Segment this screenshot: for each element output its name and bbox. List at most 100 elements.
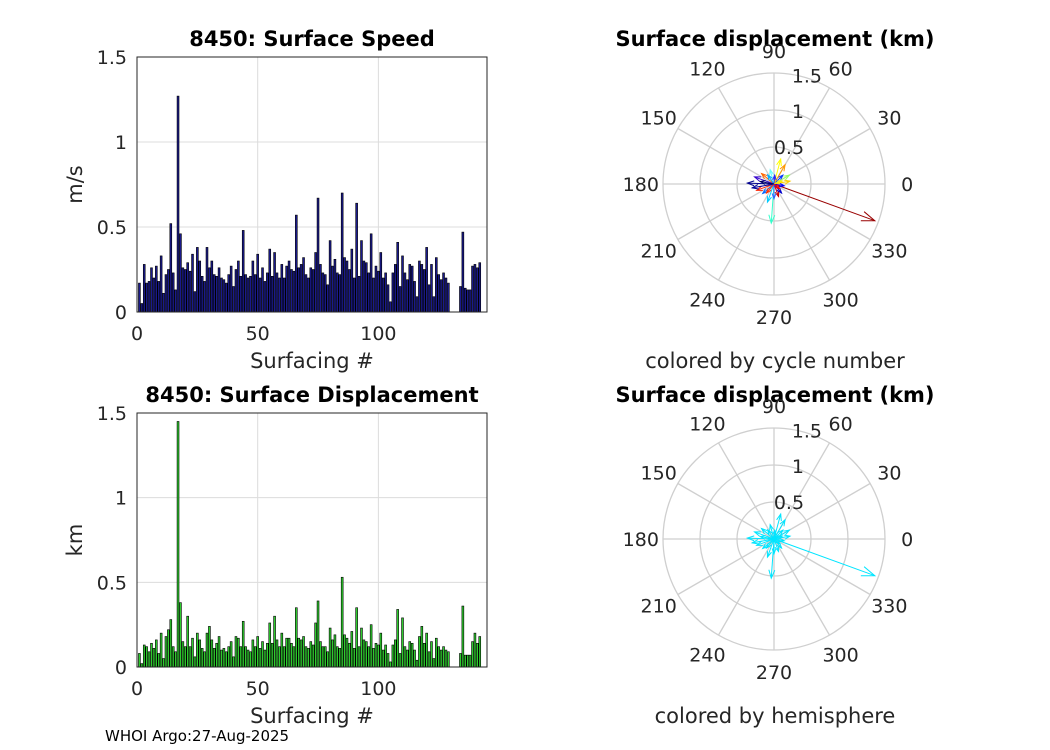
speed-x-tick-label: 50: [246, 323, 270, 345]
displacement-bar: [403, 646, 407, 668]
displacement-bars: [138, 421, 482, 668]
speed-bar: [394, 264, 397, 313]
polar-cycle-angle-label: 300: [822, 289, 858, 311]
speed-bar: [220, 277, 223, 313]
displacement-x-axis-label: Surfacing #: [250, 704, 374, 728]
speed-bar: [348, 269, 351, 313]
displacement-bar: [439, 649, 443, 668]
displacement-bar: [212, 648, 216, 668]
speed-bar: [256, 253, 259, 313]
polar-cycle-spoke: [773, 183, 871, 241]
speed-bar: [379, 252, 383, 313]
displacement-bar: [372, 648, 375, 668]
displacement-bar: [302, 636, 305, 668]
speed-bar: [241, 230, 245, 313]
speed-bar: [418, 260, 421, 313]
polar-hemisphere-vector: [765, 538, 775, 550]
speed-bar: [316, 197, 320, 313]
speed-bar: [159, 255, 163, 313]
speed-plot-frame: [136, 56, 488, 313]
polar-cycle-vector: [772, 173, 777, 185]
displacement-bar: [142, 644, 146, 668]
displacement-bar: [379, 632, 383, 668]
speed-bar: [355, 202, 358, 313]
displacement-bar: [169, 619, 173, 668]
displacement-bar: [333, 634, 337, 668]
speed-bar: [331, 265, 334, 313]
polar-cycle-vector: [773, 183, 781, 190]
speed-bar: [275, 272, 279, 313]
speed-bar: [360, 240, 363, 313]
displacement-bar: [406, 649, 409, 668]
speed-bar: [176, 95, 180, 313]
speed-bar: [362, 260, 366, 313]
speed-bar: [389, 301, 392, 313]
speed-chart-title: 8450: Surface Speed: [189, 27, 435, 51]
speed-bar: [299, 264, 303, 313]
speed-bar: [350, 248, 354, 313]
speed-y-tick-label: 1.5: [97, 47, 127, 69]
displacement-bar: [234, 636, 238, 668]
displacement-bar: [150, 642, 153, 668]
displacement-bar: [181, 641, 185, 668]
displacement-bar: [225, 651, 228, 668]
speed-bar: [254, 274, 257, 313]
displacement-bar: [461, 605, 465, 668]
speed-bar: [278, 277, 281, 313]
displacement-bar: [205, 632, 209, 668]
speed-bar: [268, 248, 272, 313]
displacement-bar: [447, 651, 450, 668]
displacement-bar: [420, 626, 424, 668]
displacement-bar: [345, 637, 349, 668]
speed-bar: [442, 272, 445, 313]
speed-bar: [258, 277, 262, 313]
speed-bar: [422, 269, 426, 313]
polar-hemisphere-angle-label: 90: [762, 396, 786, 418]
displacement-bar: [263, 649, 267, 668]
polar-hemisphere-angle-label: 270: [756, 662, 792, 684]
speed-bar: [290, 269, 293, 313]
speed-bar: [471, 265, 474, 313]
speed-bar: [203, 281, 206, 313]
polar-cycle-vector: [773, 157, 782, 185]
speed-bar: [292, 270, 296, 313]
polar-hemisphere-spoke: [773, 538, 871, 596]
displacement-bar: [268, 622, 272, 668]
polar-cycle-vector: [760, 172, 775, 185]
polar-hemisphere-vector: [772, 528, 777, 540]
displacement-y-tick-label: 0: [115, 657, 127, 679]
polar-hemisphere-angle-label: 120: [689, 414, 725, 436]
speed-bar: [328, 240, 332, 313]
speed-bar: [246, 277, 250, 313]
speed-bar: [432, 296, 436, 313]
displacement-bar: [222, 648, 226, 668]
displacement-bar: [198, 639, 202, 668]
displacement-bar: [374, 642, 378, 668]
displacement-bar: [321, 646, 325, 668]
polar-cycle-angle-label: 30: [877, 107, 901, 129]
displacement-bar: [159, 632, 163, 668]
displacement-bar: [430, 641, 433, 668]
displacement-bar: [200, 648, 204, 668]
polar-cycle-spoke: [717, 183, 775, 281]
displacement-bar: [435, 637, 438, 668]
displacement-bar: [422, 642, 426, 668]
displacement-bar: [413, 649, 416, 668]
speed-bar: [406, 279, 409, 313]
speed-bar: [314, 252, 317, 313]
speed-bar: [427, 284, 431, 313]
polar-cycle-vector: [769, 168, 775, 185]
displacement-bar: [394, 639, 397, 668]
polar-hemisphere-vector: [755, 538, 775, 546]
speed-bar: [200, 275, 204, 313]
displacement-bar: [155, 639, 158, 668]
displacement-bar: [297, 637, 300, 668]
polar-cycle-vector: [773, 174, 791, 185]
speed-bar: [222, 279, 226, 313]
speed-bar: [237, 260, 240, 313]
polar-hemisphere-radius-label: 1: [792, 456, 804, 478]
polar-cycle-vector: [773, 180, 784, 185]
displacement-bar: [193, 656, 197, 668]
polar-cycle-spoke: [717, 87, 775, 185]
